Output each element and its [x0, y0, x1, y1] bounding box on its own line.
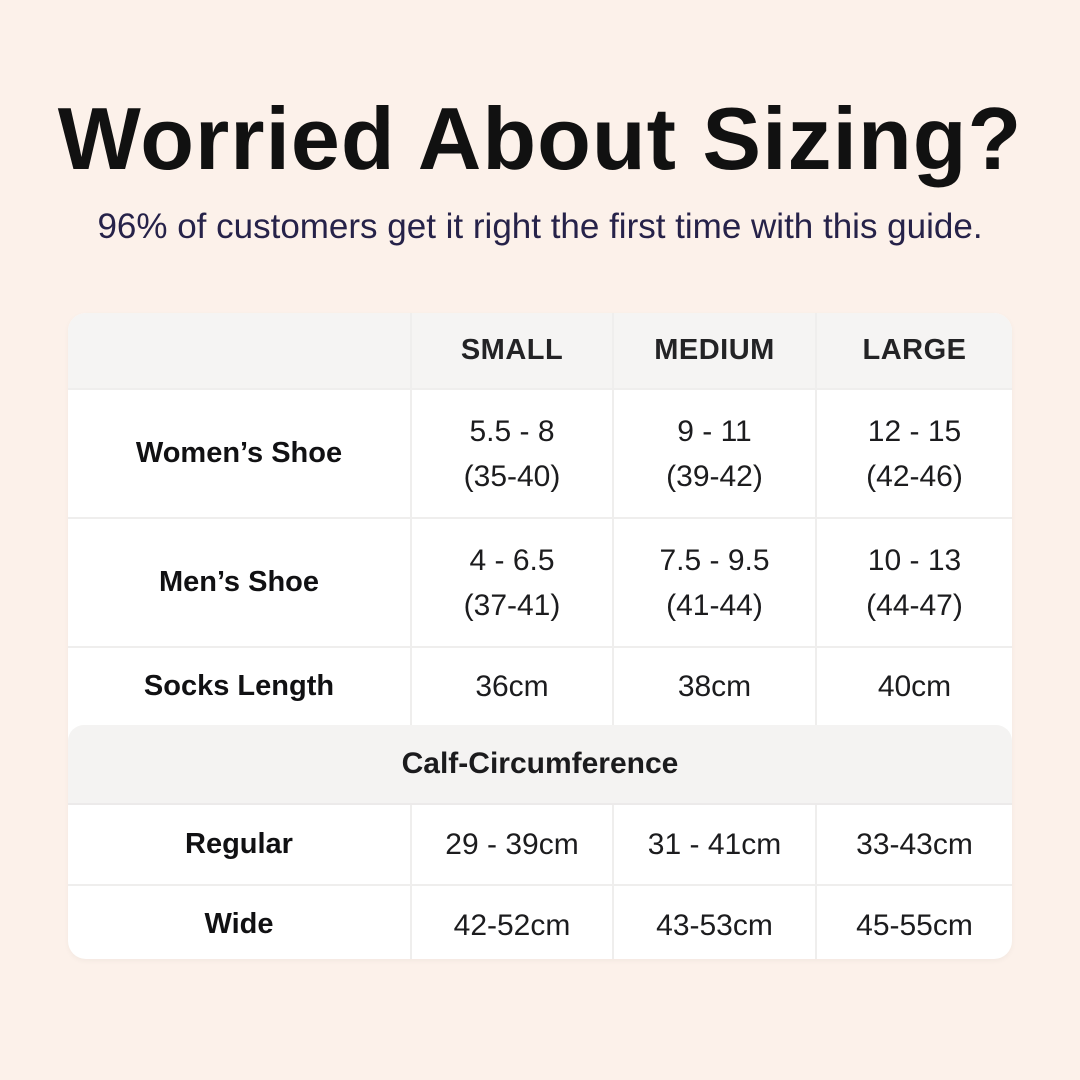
cell-regular-medium: 31 - 41cm [612, 805, 815, 884]
header-cell-blank [68, 313, 410, 388]
cell-wide-medium: 43-53cm [612, 886, 815, 959]
cell-womens-large: 12 - 15 (42-46) [815, 390, 1012, 517]
header-cell-small: SMALL [410, 313, 612, 388]
page-subtitle: 96% of customers get it right the first … [97, 207, 983, 246]
section-header-label: Calf-Circumference [401, 747, 679, 780]
cell-mens-small: 4 - 6.5 (37-41) [410, 519, 612, 646]
table-row-wide: Wide 42-52cm 43-53cm 45-55cm [68, 884, 1012, 959]
row-label: Wide [204, 908, 274, 941]
row-label: Socks Length [143, 669, 335, 702]
cell-socks-medium: 38cm [612, 648, 815, 725]
table-row-regular: Regular 29 - 39cm 31 - 41cm 33-43cm [68, 805, 1012, 884]
cell-womens-medium: 9 - 11 (39-42) [612, 390, 815, 517]
table-row-socks-length: Socks Length 36cm 38cm 40cm [68, 646, 1012, 725]
table-header-row: SMALL MEDIUM LARGE [68, 313, 1012, 388]
cell-socks-small: 36cm [410, 648, 612, 725]
cell-wide-small: 42-52cm [410, 886, 612, 959]
cell-mens-large: 10 - 13 (44-47) [815, 519, 1012, 646]
header-cell-large: LARGE [815, 313, 1012, 388]
table-row-mens-shoe: Men’s Shoe 4 - 6.5 (37-41) 7.5 - 9.5 (41… [68, 517, 1012, 646]
size-guide-table: SMALL MEDIUM LARGE Women’s Shoe 5.5 - 8 … [68, 313, 1012, 959]
cell-mens-medium: 7.5 - 9.5 (41-44) [612, 519, 815, 646]
cell-socks-large: 40cm [815, 648, 1012, 725]
header-cell-medium: MEDIUM [612, 313, 815, 388]
row-label: Women’s Shoe [135, 436, 343, 469]
section-header-calf-circumference: Calf-Circumference [68, 725, 1012, 805]
cell-wide-large: 45-55cm [815, 886, 1012, 959]
row-label: Men’s Shoe [158, 565, 320, 598]
cell-regular-small: 29 - 39cm [410, 805, 612, 884]
cell-womens-small: 5.5 - 8 (35-40) [410, 390, 612, 517]
row-label: Regular [185, 827, 293, 860]
cell-regular-large: 33-43cm [815, 805, 1012, 884]
page-title: Worried About Sizing? [57, 89, 1023, 188]
table-row-womens-shoe: Women’s Shoe 5.5 - 8 (35-40) 9 - 11 (39-… [68, 388, 1012, 517]
